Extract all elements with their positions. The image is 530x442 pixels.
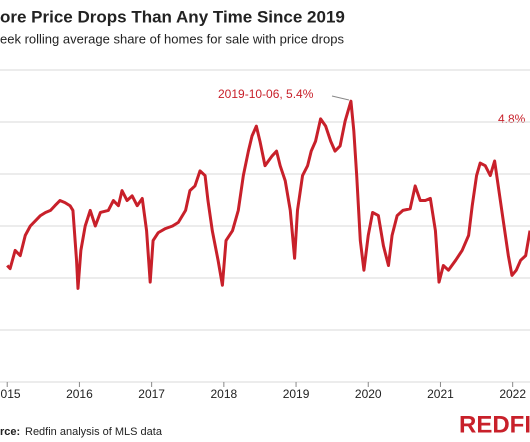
line-series	[6, 99, 530, 290]
annotation: 2019-10-06, 5.4%	[218, 87, 314, 101]
x-tick-label: 2018	[210, 387, 237, 401]
x-tick-label: 2016	[66, 387, 93, 401]
x-tick-label: 2017	[138, 387, 165, 401]
chart-title: ore Price Drops Than Any Time Since 2019	[0, 7, 345, 26]
annotation: 4.8%	[498, 112, 526, 126]
x-tick-label: 2015	[0, 387, 21, 401]
source-label: rce:	[0, 426, 20, 438]
logo: REDFI	[459, 411, 530, 438]
x-tick-label: 2022	[499, 387, 526, 401]
x-tick-label: 2019	[283, 387, 310, 401]
chart-subtitle: eek rolling average share of homes for s…	[0, 31, 344, 46]
annotation-leader	[331, 95, 350, 101]
source: Redfin analysis of MLS data	[25, 426, 163, 438]
x-tick-label: 2020	[355, 387, 382, 401]
x-tick-label: 2021	[427, 387, 454, 401]
